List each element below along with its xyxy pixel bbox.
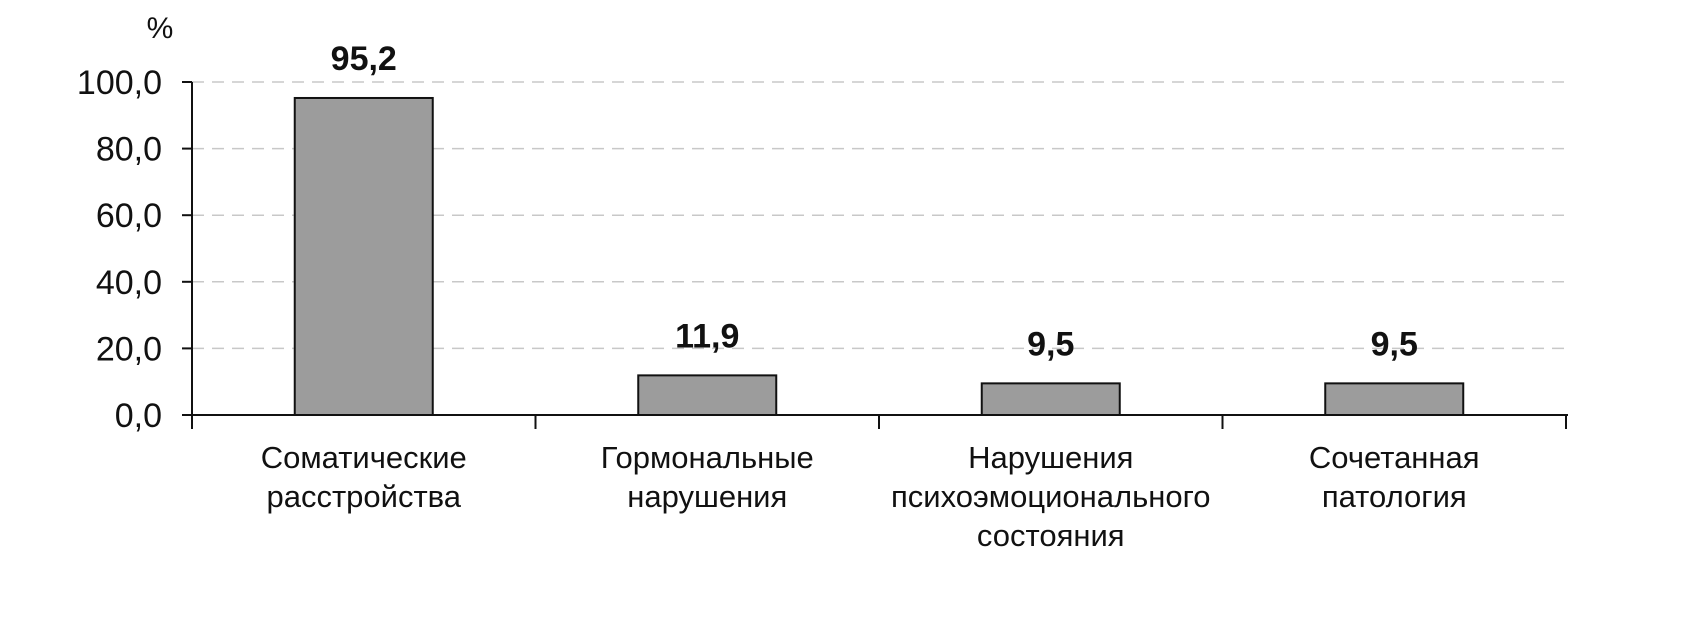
y-tick-label: 20,0	[96, 330, 162, 368]
category-label-line: Гормональные	[601, 440, 814, 475]
bar	[637, 374, 778, 416]
data-label: 9,5	[1371, 325, 1418, 363]
y-tick-label: 100,0	[77, 64, 162, 102]
data-label: 9,5	[1027, 325, 1074, 363]
bar	[1324, 382, 1465, 416]
category-label: Сочетанная патология	[1309, 440, 1480, 514]
category-labels: Соматические расстройства Гормональные нару…	[261, 440, 1480, 553]
category-label-line: состояния	[977, 518, 1125, 553]
category-label: Соматические расстройства	[261, 440, 467, 514]
bars	[293, 96, 1465, 416]
bar	[980, 382, 1121, 416]
category-label-line: Сочетанная	[1309, 440, 1480, 475]
data-label: 11,9	[675, 317, 739, 355]
category-label-line: патология	[1322, 479, 1467, 514]
y-tick-labels: 0,0 20,0 40,0 60,0 80,0 100,0	[77, 64, 162, 435]
y-tick-label: 0,0	[115, 397, 162, 435]
category-label-line: Соматические	[261, 440, 467, 475]
axes	[182, 81, 1568, 429]
data-labels: 95,2 11,9 9,5 9,5	[331, 40, 1418, 363]
category-label: Гормональные нарушения	[601, 440, 814, 514]
y-axis-unit-label: %	[147, 12, 174, 45]
category-label-line: нарушения	[627, 479, 787, 514]
y-tick-label: 40,0	[96, 264, 162, 302]
bar	[293, 96, 434, 416]
y-tick-label: 60,0	[96, 197, 162, 235]
data-label: 95,2	[331, 40, 397, 78]
category-label-line: Нарушения	[968, 440, 1133, 475]
category-label-line: расстройства	[266, 479, 461, 514]
category-label-line: психоэмоционального	[891, 479, 1211, 514]
y-tick-label: 80,0	[96, 131, 162, 169]
category-label: Нарушения психоэмоционального состояния	[891, 440, 1211, 553]
